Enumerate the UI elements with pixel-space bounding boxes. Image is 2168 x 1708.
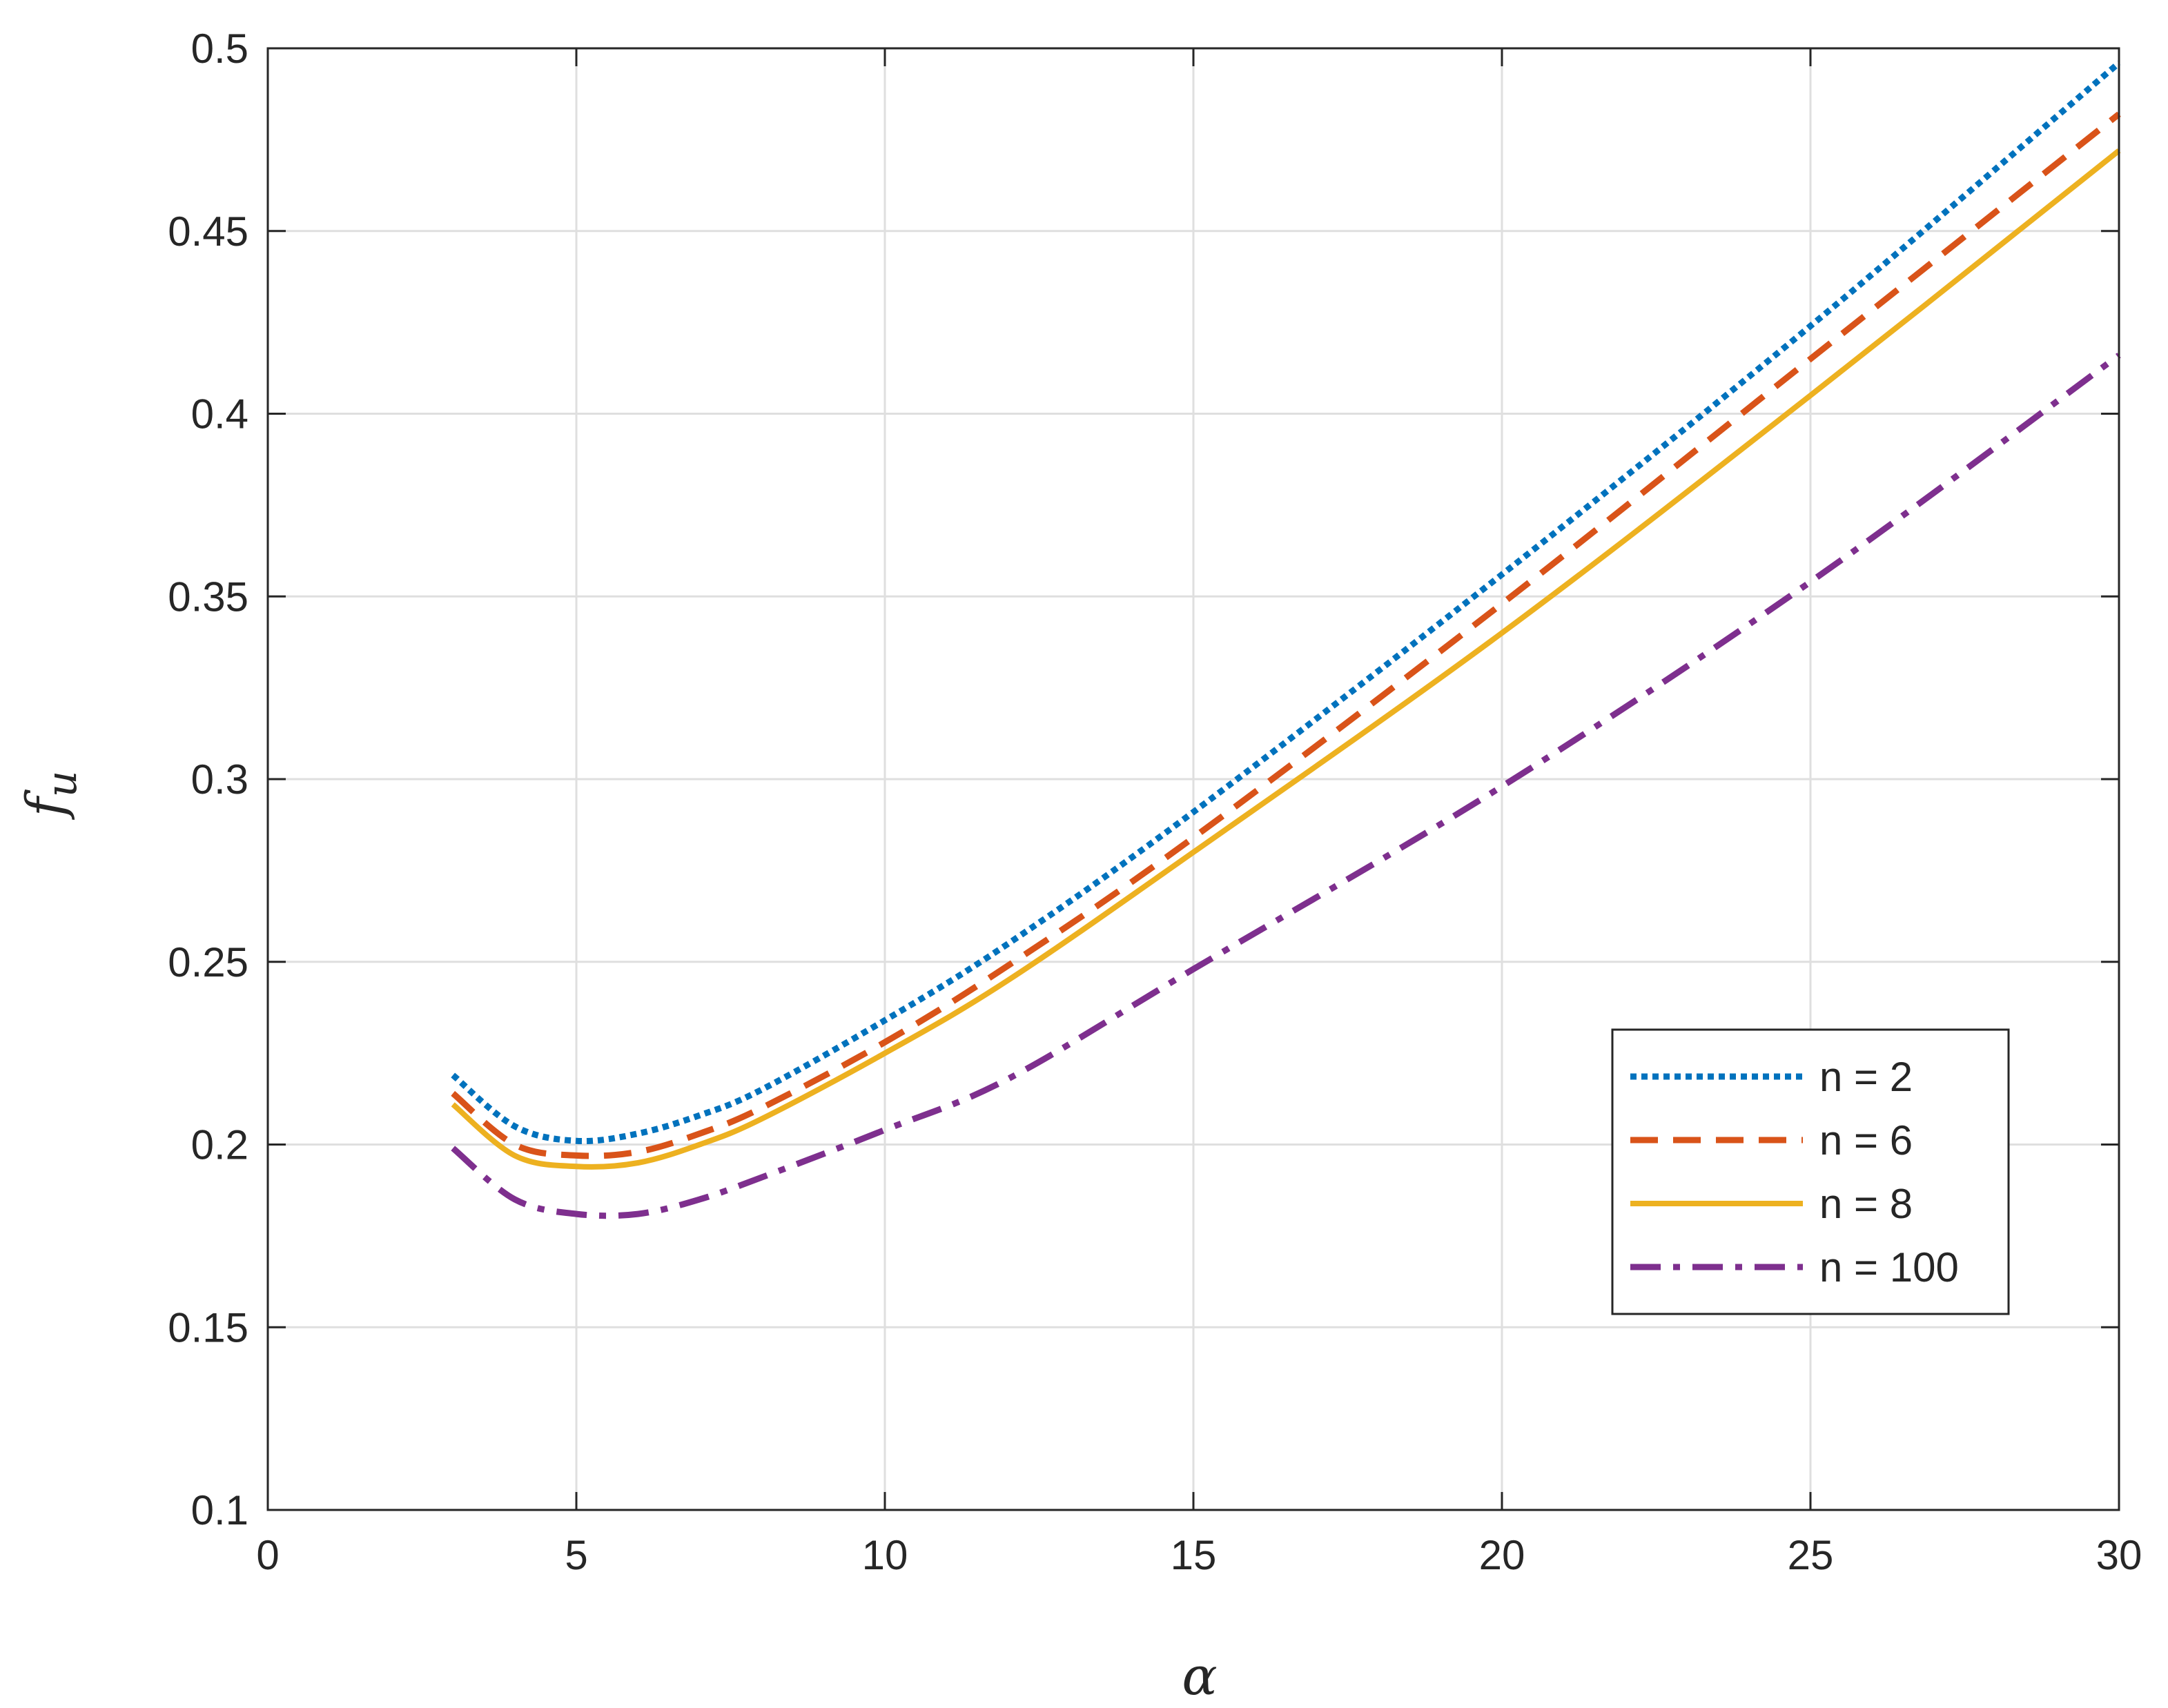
x-tick-label: 20 [1479,1532,1525,1578]
x-axis-label: α [1182,1645,1217,1707]
y-axis-label-subscript: u [38,771,86,798]
x-tick-label: 30 [2096,1532,2142,1578]
series-line-1 [451,60,2121,1145]
legend-label: n = 2 [1819,1054,1913,1100]
y-tick-label: 0.25 [168,939,248,985]
legend: n = 2 n = 6 n = 8 n = 100 [1611,1028,2010,1315]
series-line-3 [451,148,2121,1170]
y-tick-label: 0.5 [191,26,248,72]
y-tick-label: 0.4 [191,391,248,438]
legend-label: n = 8 [1819,1181,1913,1227]
y-tick-label: 0.15 [168,1304,248,1351]
x-tick-label: 0 [256,1532,279,1578]
legend-label: n = 100 [1819,1244,1959,1290]
x-tick-label: 15 [1171,1532,1217,1578]
x-tick-labels: 0 5 10 15 20 25 30 [256,1532,2142,1578]
x-tick-label: 10 [862,1532,908,1578]
x-tick-label: 25 [1788,1532,1834,1578]
x-tick-label: 5 [565,1532,587,1578]
series-lines [451,60,2121,1219]
y-tick-label: 0.3 [191,756,248,803]
series-line-4 [451,353,2121,1219]
grid [266,47,2120,1511]
y-tick-label: 0.2 [191,1122,248,1168]
svg-text:fu: fu [14,771,86,821]
y-tick-labels: 0.1 0.15 0.2 0.25 0.3 0.35 0.4 0.45 0.5 [168,26,248,1533]
y-tick-label: 0.45 [168,208,248,255]
y-axis-label: fu [14,771,86,821]
axis-ticks [266,47,2120,1511]
series-line-2 [451,111,2121,1159]
y-tick-label: 0.35 [168,573,248,620]
y-tick-label: 0.1 [191,1487,248,1533]
legend-label: n = 6 [1819,1117,1913,1164]
